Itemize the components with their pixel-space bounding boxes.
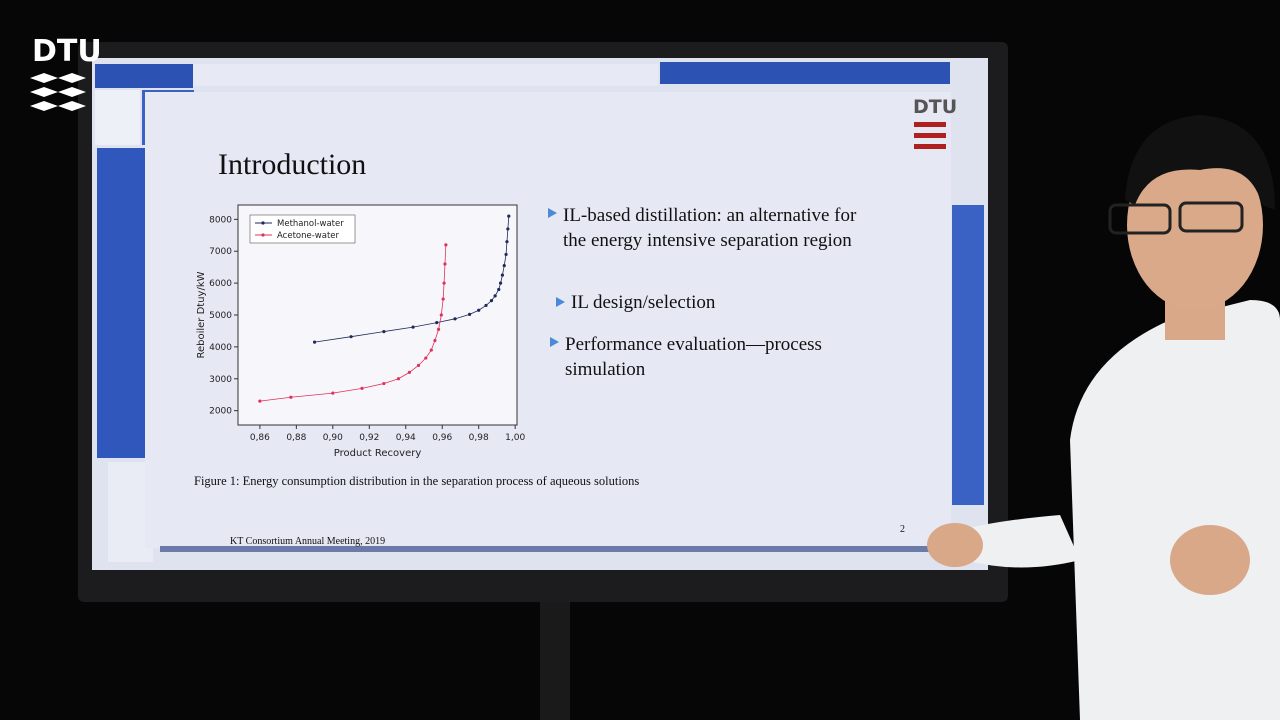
point [407,370,412,374]
bullet: IL design/selection [571,292,716,313]
slide-title: Introduction [218,148,367,181]
point [349,335,353,339]
x-tick-label: 0,98 [469,433,489,443]
y-tick-label: 3000 [209,375,232,385]
point [500,273,505,277]
point [497,287,501,292]
point [467,312,472,316]
legend-label: Methanol-water [277,219,344,229]
bullet: IL-based distillation: an alternative fo… [563,205,857,251]
point [453,317,457,321]
deco [95,90,140,145]
point [424,356,428,360]
x-tick-label: 0,96 [432,433,452,443]
point [507,214,511,218]
point [433,338,437,343]
point [504,252,508,257]
point [258,399,262,403]
point [435,321,439,325]
y-tick-label: 2000 [209,407,232,417]
slide-logo-mark [914,133,946,138]
point [498,281,503,285]
figure-caption: Figure 1: Energy consumption distributio… [194,474,640,488]
point [505,240,509,244]
point [382,329,386,334]
x-tick-label: 1,00 [505,433,525,443]
slide-logo-mark [914,122,946,127]
point [416,363,421,367]
point [493,294,497,298]
point [502,263,506,268]
logo-waves [30,73,86,111]
point [429,348,433,352]
legend-marker [261,221,265,225]
slide-logo: DTU [913,96,958,118]
point [382,381,386,386]
legend-label: Acetone-water [277,231,340,241]
logo: DTU [32,34,102,69]
deco [193,64,658,86]
point [411,325,415,329]
slide-logo-mark [914,144,946,149]
point [477,308,481,312]
y-tick-label: 5000 [209,311,232,321]
bullet: Performance evaluation—process simulatio… [565,334,822,380]
y-axis-label: Reboiler Dtuy/kW [196,271,207,358]
x-tick-label: 0,88 [286,433,306,443]
x-tick-label: 0,92 [359,433,379,443]
point [439,313,443,317]
x-axis-label: Product Recovery [334,448,422,459]
stand [540,590,570,720]
deco [95,64,193,88]
point [436,327,441,331]
point [489,299,494,303]
deco [952,205,984,505]
page-number: 2 [900,524,905,535]
point [331,391,335,395]
legend-box [249,214,356,244]
y-tick-label: 4000 [209,343,232,353]
point [506,227,510,231]
point [442,281,446,285]
x-tick-label: 0,86 [250,433,270,443]
presenter [927,115,1280,720]
point [312,340,317,344]
x-tick-label: 0,94 [396,433,416,443]
point [484,303,488,308]
y-tick-label: 7000 [209,247,232,257]
deco [160,546,950,552]
x-tick-label: 0,90 [323,433,343,443]
deco [97,148,145,458]
point [396,377,401,381]
point [443,262,447,266]
point [444,243,448,247]
point [360,386,364,390]
y-tick-label: 6000 [209,279,232,289]
footer: KT Consortium Annual Meeting, 2019 [230,536,386,547]
deco [660,62,950,84]
y-tick-label: 8000 [209,215,232,225]
bullet-markers [548,208,565,347]
point [441,297,445,301]
point [289,395,293,399]
legend-marker [261,233,265,237]
